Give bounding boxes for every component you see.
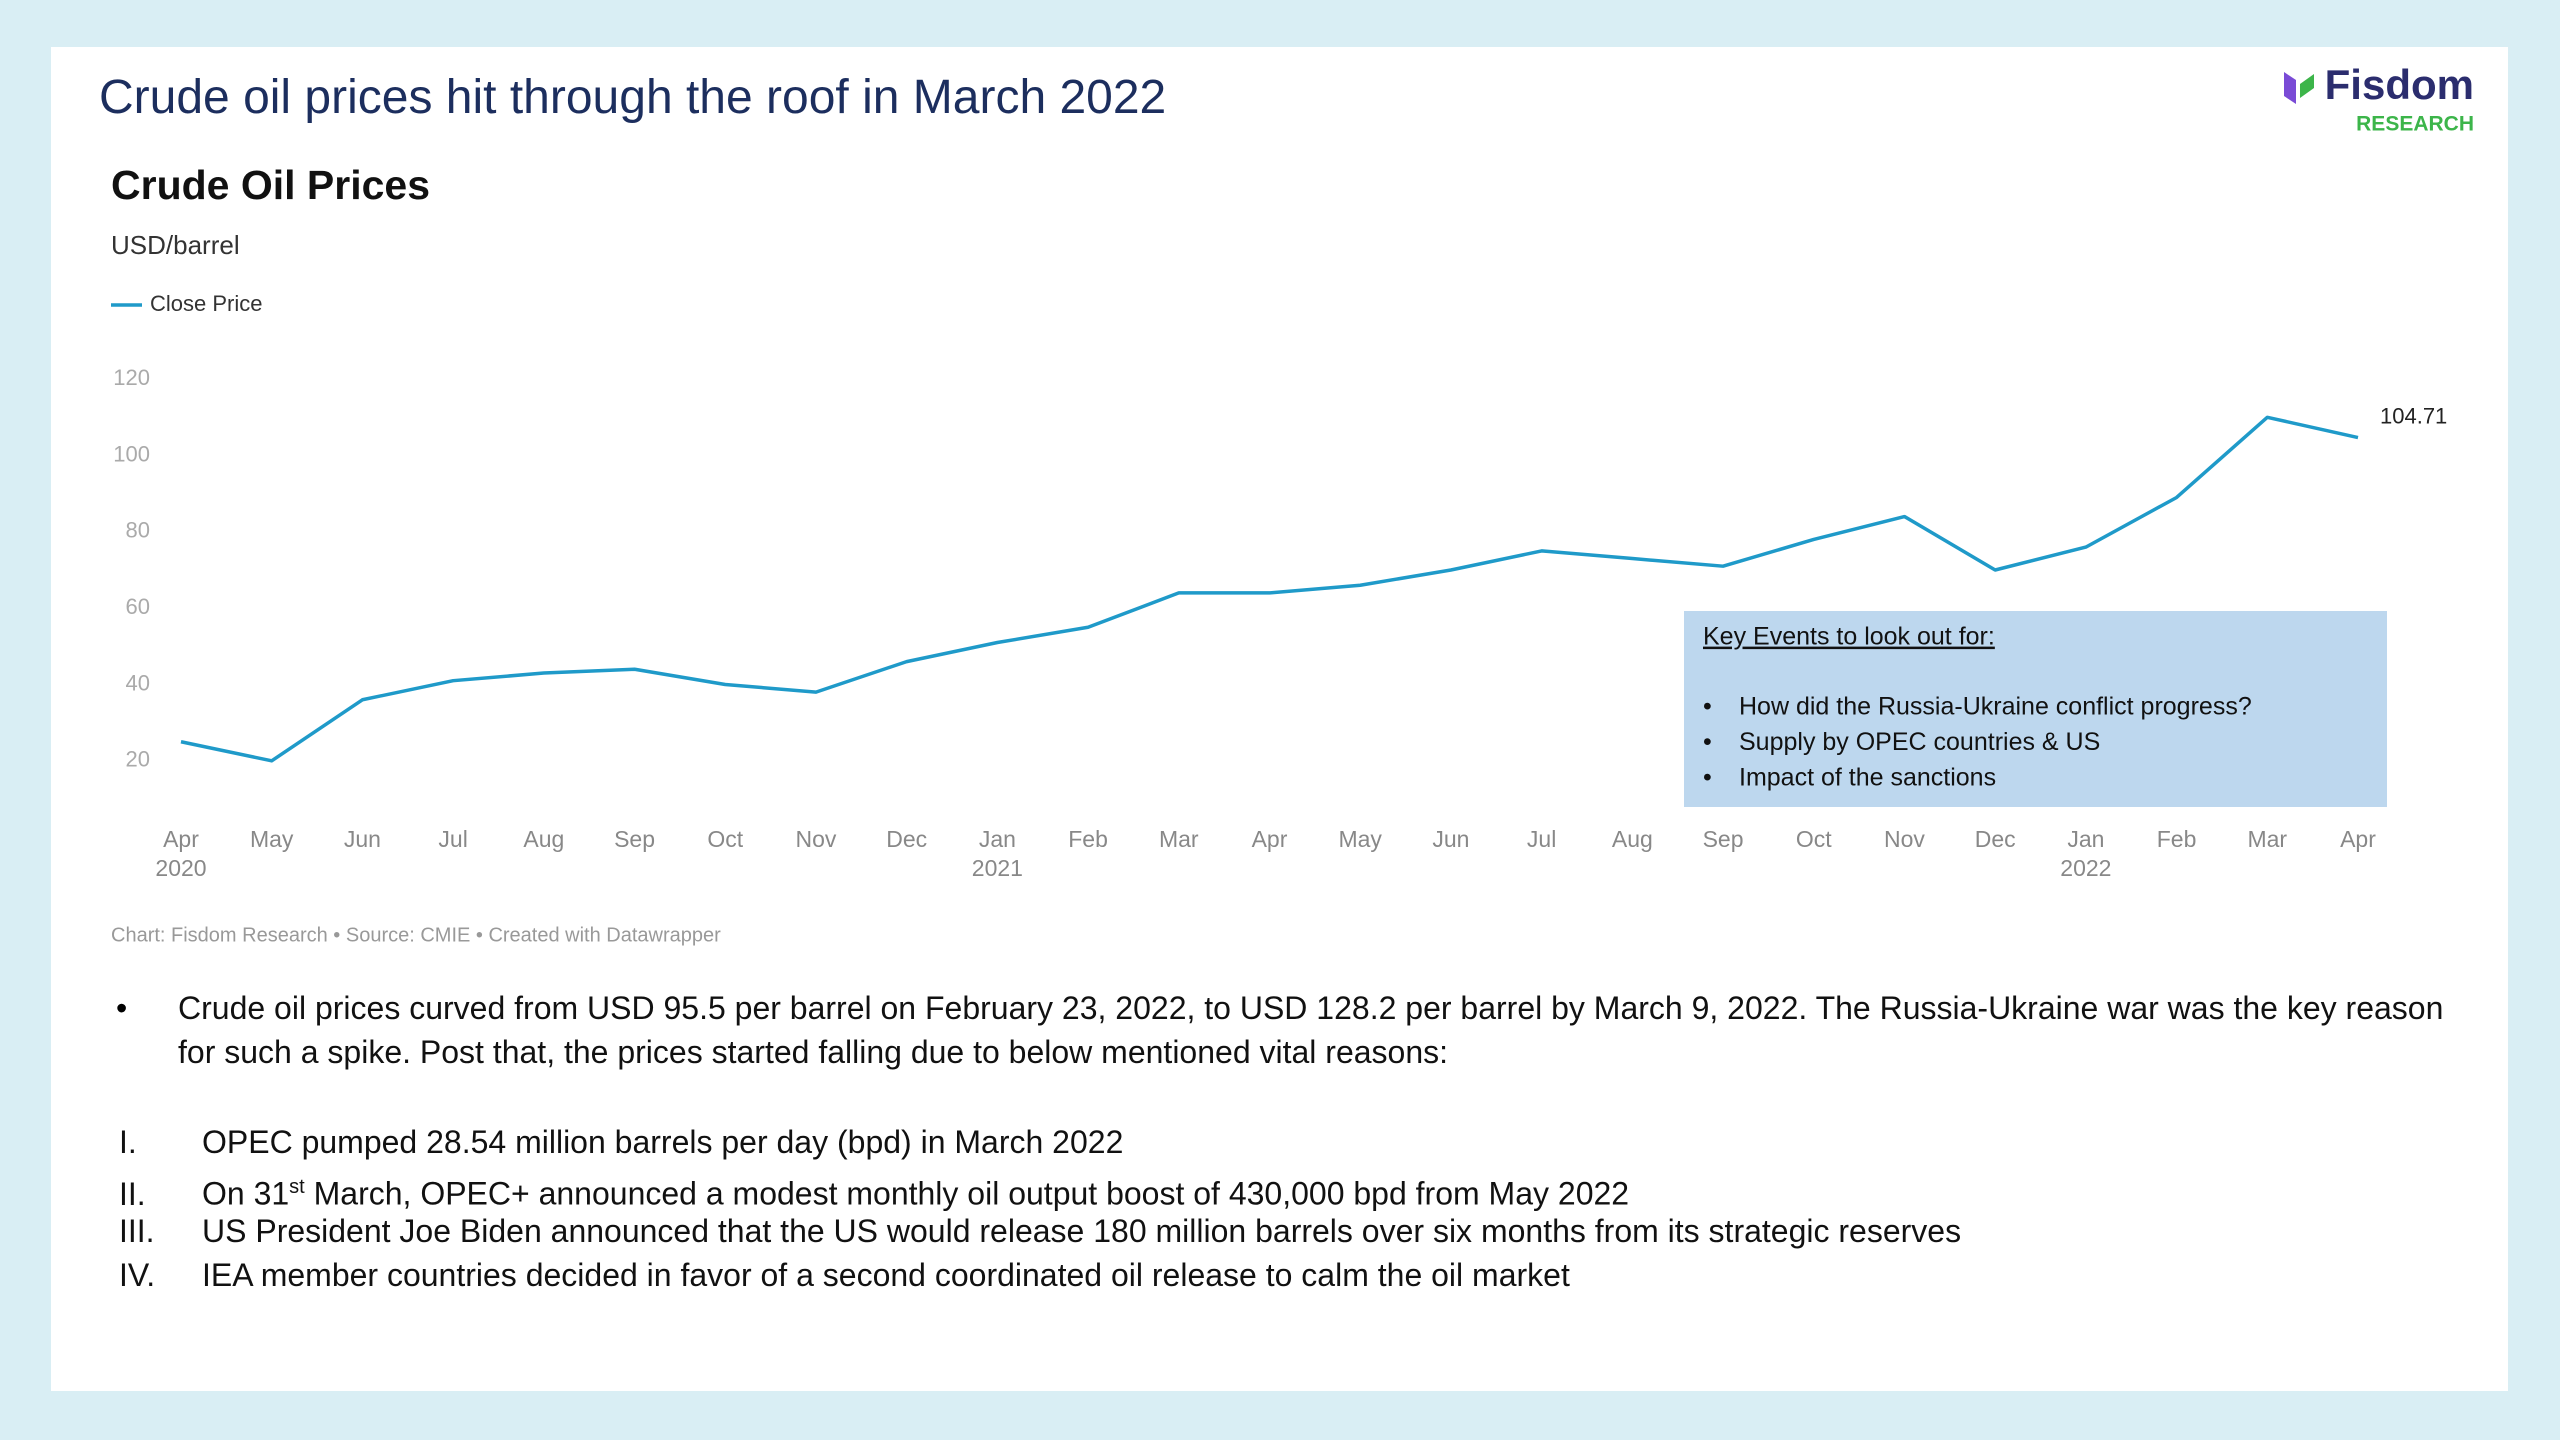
x-tick-label: Dec — [886, 826, 927, 852]
bullet-marker: • — [116, 990, 128, 1026]
x-tick-year: 2022 — [2060, 855, 2111, 881]
x-tick-year: 2021 — [972, 855, 1023, 881]
x-tick-label: Oct — [1796, 826, 1832, 852]
x-tick-label: Apr — [1252, 826, 1288, 852]
y-tick-label: 80 — [126, 518, 150, 543]
y-tick-label: 120 — [113, 365, 150, 390]
reason-item: I. OPEC pumped 28.54 million barrels per … — [119, 1120, 1123, 1164]
logo-tag: RESEARCH — [2356, 113, 2474, 136]
annotation-box — [1684, 611, 2387, 807]
x-tick-label: Apr — [2340, 826, 2376, 852]
logo-icon — [2284, 72, 2296, 104]
x-tick-label: May — [1338, 826, 1382, 852]
reason-text: March, OPEC+ announced a modest monthly … — [304, 1175, 1630, 1212]
x-tick-label: Sep — [614, 826, 655, 852]
x-tick-label: Jan — [979, 826, 1016, 852]
reason-item: II. On 31st March, OPEC+ announced a mode… — [119, 1165, 1629, 1216]
x-tick-label: Mar — [2247, 826, 2287, 852]
x-tick-label: Mar — [1159, 826, 1199, 852]
slide-title: Crude oil prices hit through the roof in… — [99, 71, 1167, 124]
annotation-bullet: • — [1703, 728, 1712, 756]
x-tick-label: Dec — [1975, 826, 2016, 852]
x-tick-label: Aug — [1612, 826, 1653, 852]
chart-footer: Chart: Fisdom Research • Source: CMIE • … — [111, 924, 721, 946]
y-tick-label: 40 — [126, 670, 150, 695]
annotation-item: Supply by OPEC countries & US — [1739, 728, 2100, 756]
x-tick-label: Feb — [1068, 826, 1108, 852]
reason-text: US President Joe Biden announced that th… — [202, 1213, 1962, 1249]
reason-text: st — [289, 1176, 305, 1198]
x-tick-label: Oct — [707, 826, 743, 852]
x-tick-label: Feb — [2157, 826, 2197, 852]
annotation-bullet: • — [1703, 764, 1712, 792]
x-tick-label: Jun — [1432, 826, 1469, 852]
logo: Fisdom RESEARCH — [2284, 61, 2474, 136]
x-tick-label: May — [250, 826, 294, 852]
x-tick-label: Aug — [523, 826, 564, 852]
reason-item: IV. IEA member countries decided in favor… — [119, 1253, 1570, 1297]
reason-numeral: III. — [119, 1213, 155, 1249]
annotation-item: Impact of the sanctions — [1739, 764, 1996, 792]
reason-item: III. US President Joe Biden announced tha… — [119, 1209, 1961, 1253]
legend-label: Close Price — [150, 291, 262, 316]
reason-numeral: II. — [119, 1175, 146, 1212]
reason-numeral: I. — [119, 1124, 137, 1160]
logo-icon — [2300, 74, 2314, 98]
y-tick-label: 100 — [113, 441, 150, 466]
y-tick-label: 20 — [126, 747, 150, 772]
y-tick-label: 60 — [126, 594, 150, 619]
price-line — [180, 415, 2359, 763]
end-value-label: 104.71 — [2380, 403, 2447, 428]
x-tick-label: Nov — [796, 826, 837, 852]
x-tick-label: Jun — [344, 826, 381, 852]
bullet-text: Crude oil prices curved from USD 95.5 pe… — [178, 990, 2444, 1070]
x-tick-label: Apr — [163, 826, 199, 852]
x-tick-label: Sep — [1703, 826, 1744, 852]
annotation-bullet: • — [1703, 693, 1712, 721]
x-tick-label: Jul — [1527, 826, 1556, 852]
logo-brand: Fisdom — [2325, 61, 2474, 108]
annotation-title: Key Events to look out for: — [1703, 623, 1995, 651]
annotation-item: How did the Russia-Ukraine conflict prog… — [1739, 693, 2252, 721]
x-tick-year: 2020 — [155, 855, 206, 881]
x-tick-label: Jan — [2067, 826, 2104, 852]
chart-subtitle: USD/barrel — [111, 230, 240, 260]
reason-text: On 31 — [202, 1175, 290, 1212]
reason-text: OPEC pumped 28.54 million barrels per da… — [202, 1124, 1124, 1160]
reason-numeral: IV. — [119, 1257, 156, 1293]
reason-text: IEA member countries decided in favor of… — [202, 1257, 1570, 1293]
x-tick-label: Jul — [438, 826, 467, 852]
x-tick-label: Nov — [1884, 826, 1925, 852]
chart-title: Crude Oil Prices — [111, 162, 430, 208]
